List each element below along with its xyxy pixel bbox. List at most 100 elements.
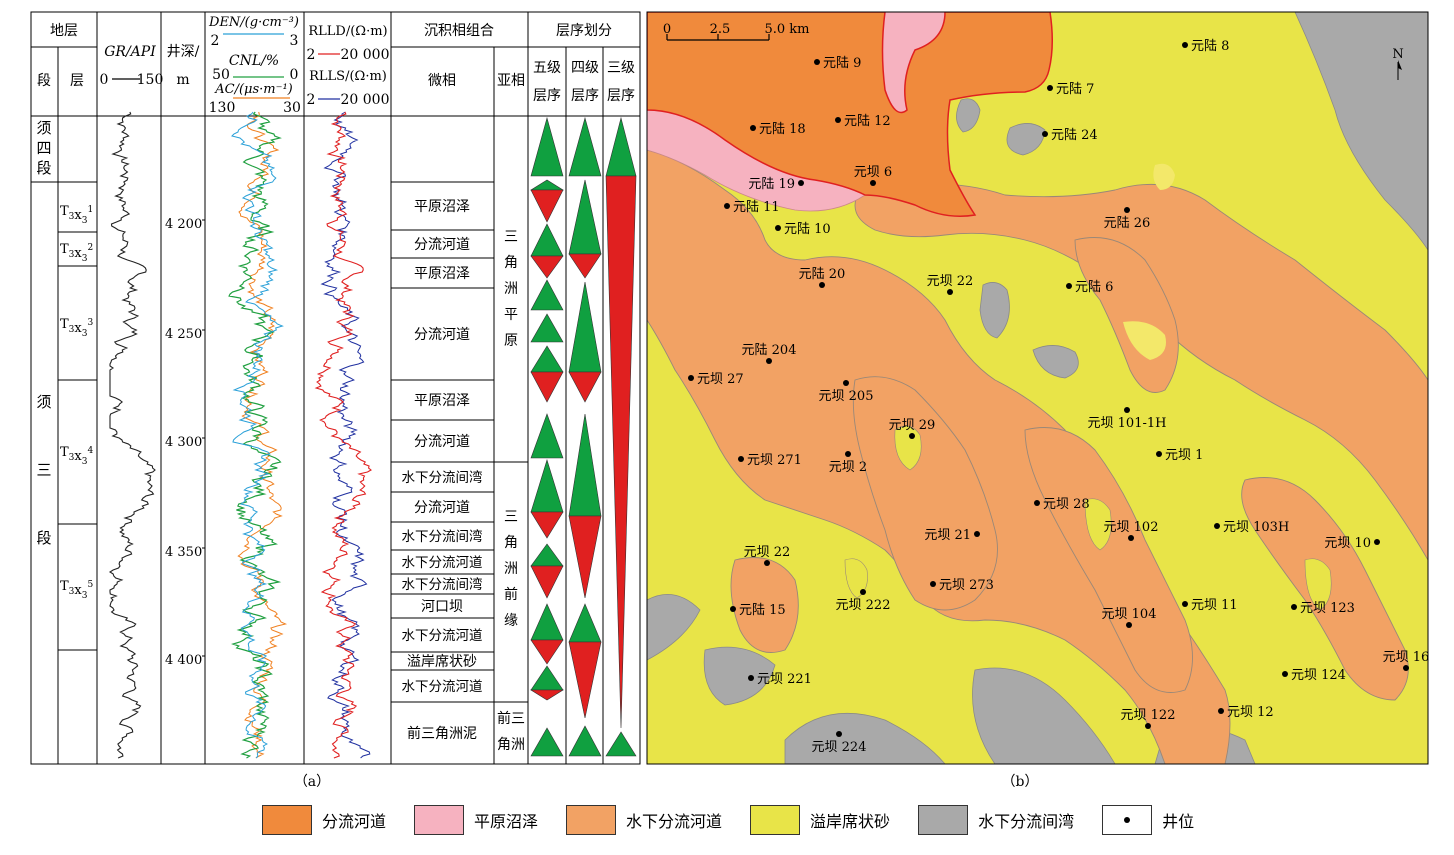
microfacies-label: 分流河道 bbox=[414, 327, 470, 343]
svg-text:5.0 km: 5.0 km bbox=[764, 22, 809, 37]
well-marker bbox=[1374, 539, 1380, 545]
well-marker bbox=[766, 358, 772, 364]
legend-item: 平原沼泽 bbox=[414, 805, 538, 835]
microfacies-label: 平原沼泽 bbox=[414, 199, 470, 215]
well-label: 元陆 15 bbox=[739, 602, 786, 618]
sequence-triangle-4 bbox=[568, 725, 602, 757]
rlls-max: 20 000 bbox=[341, 92, 390, 108]
well-label: 元陆 20 bbox=[799, 266, 846, 282]
well-marker bbox=[748, 675, 754, 681]
sequence-triangle-3 bbox=[605, 175, 637, 729]
well-label: 元陆 204 bbox=[742, 342, 797, 358]
rlld-label: RLLD/(Ω·m) bbox=[308, 24, 387, 39]
legend-label: 井位 bbox=[1162, 812, 1195, 831]
sequence-triangle-5 bbox=[529, 689, 565, 701]
segment-label: 四 bbox=[36, 139, 51, 157]
well-label: 元坝 16 bbox=[1383, 650, 1430, 665]
well-label: 元坝 2 bbox=[829, 460, 867, 475]
subfacies-label: 三 bbox=[504, 509, 518, 525]
well-marker bbox=[870, 180, 876, 186]
well-label: 元坝 122 bbox=[1121, 708, 1176, 723]
well-label: 元坝 6 bbox=[854, 165, 892, 180]
sequence-triangle-4 bbox=[568, 179, 602, 255]
well-marker bbox=[835, 117, 841, 123]
sequence-level-header: 层序 bbox=[533, 88, 561, 104]
legend-swatch bbox=[918, 805, 969, 835]
log-column-panel: 地层 段 层 GR/API 0 150 井深/ m DEN/(g·cm⁻³) 2… bbox=[30, 11, 641, 790]
segment-label: 须 bbox=[36, 393, 51, 411]
gr-max: 150 bbox=[137, 72, 164, 88]
microfacies-label: 溢岸席状砂 bbox=[407, 654, 477, 670]
segment-label: 段 bbox=[36, 529, 51, 547]
gr-min: 0 bbox=[100, 72, 109, 88]
well-label: 元陆 18 bbox=[759, 121, 806, 137]
well-label: 元陆 9 bbox=[823, 55, 861, 71]
well-marker bbox=[688, 375, 694, 381]
facies-legend: 分流河道 平原沼泽 水下分流河道 溢岸席状砂 水下分流间湾 井位 bbox=[262, 802, 1222, 838]
rlld-log-curve bbox=[314, 111, 372, 759]
microfacies-label: 河口坝 bbox=[421, 599, 463, 615]
den-max: 3 bbox=[290, 33, 299, 49]
ac-min: 130 bbox=[209, 100, 236, 116]
ac-log-curve bbox=[237, 111, 288, 759]
panel-a-caption: （a） bbox=[294, 774, 330, 790]
rlld-min: 2 bbox=[307, 47, 316, 63]
sequence-level-header: 层序 bbox=[607, 88, 635, 104]
legend-item: 溢岸席状砂 bbox=[750, 805, 890, 835]
sequence-triangle-5 bbox=[530, 543, 564, 567]
subfacies-header: 亚相 bbox=[497, 73, 525, 89]
legend-label: 水下分流河道 bbox=[626, 812, 723, 831]
well-marker bbox=[1145, 723, 1151, 729]
sequence-triangle-5 bbox=[530, 458, 564, 513]
microfacies-label: 水下分流间湾 bbox=[402, 469, 483, 486]
microfacies-label: 分流河道 bbox=[414, 237, 470, 253]
microfacies-label: 分流河道 bbox=[414, 434, 470, 450]
depth-label: 井深/ bbox=[167, 44, 200, 60]
well-label: 元坝 28 bbox=[1043, 497, 1090, 512]
well-marker bbox=[764, 560, 770, 566]
legend-swatch bbox=[750, 805, 801, 835]
well-marker bbox=[814, 59, 820, 65]
subfacies-label: 前 bbox=[504, 586, 518, 603]
well-label: 元坝 123 bbox=[1300, 601, 1355, 616]
cnl-max: 0 bbox=[290, 67, 299, 83]
subfacies-label: 前三 bbox=[497, 710, 525, 727]
microfacies-label: 水下分流河道 bbox=[402, 628, 483, 644]
well-marker bbox=[1182, 42, 1188, 48]
well-marker bbox=[1066, 283, 1072, 289]
microfacies-label: 分流河道 bbox=[414, 500, 470, 516]
legend-label: 平原沼泽 bbox=[474, 812, 539, 831]
sequence-triangle-5 bbox=[530, 116, 564, 177]
microfacies-label: 平原沼泽 bbox=[414, 393, 470, 409]
well-marker bbox=[1214, 523, 1220, 529]
subfacies-label: 洲 bbox=[504, 561, 518, 577]
well-marker bbox=[1124, 207, 1130, 213]
well-marker bbox=[930, 581, 936, 587]
depth-tick-label: 4 250 bbox=[165, 327, 202, 342]
sequence-triangle-5 bbox=[530, 565, 564, 599]
well-label: 元陆 26 bbox=[1104, 215, 1151, 231]
well-label: 元坝 221 bbox=[757, 672, 812, 687]
well-label: 元陆 6 bbox=[1075, 279, 1113, 295]
svg-text:2.5: 2.5 bbox=[710, 22, 731, 37]
sequence-level-header: 四级 bbox=[571, 60, 599, 76]
layer-label: T3x31 bbox=[60, 204, 93, 226]
rlls-log-curve bbox=[320, 111, 371, 759]
well-label: 元坝 10 bbox=[1324, 536, 1371, 551]
legend-label: 分流河道 bbox=[322, 812, 387, 831]
well-label: 元坝 21 bbox=[924, 528, 971, 543]
subfacies-label: 平 bbox=[504, 307, 518, 323]
well-label: 元坝 124 bbox=[1291, 668, 1346, 683]
sequence-triangle-3 bbox=[605, 116, 637, 177]
legend-swatch bbox=[566, 805, 617, 835]
well-label: 元坝 29 bbox=[889, 418, 936, 433]
well-label: 元坝 273 bbox=[939, 578, 994, 593]
well-label: 元坝 1 bbox=[1165, 448, 1203, 463]
rlls-min: 2 bbox=[307, 92, 316, 108]
subfacies-label: 缘 bbox=[504, 613, 518, 629]
depth-unit: m bbox=[176, 72, 189, 88]
well-marker bbox=[1042, 131, 1048, 137]
well-label: 元坝 22 bbox=[927, 274, 974, 289]
sequence-triangle-5 bbox=[530, 603, 564, 641]
well-label: 元坝 12 bbox=[1227, 705, 1274, 720]
